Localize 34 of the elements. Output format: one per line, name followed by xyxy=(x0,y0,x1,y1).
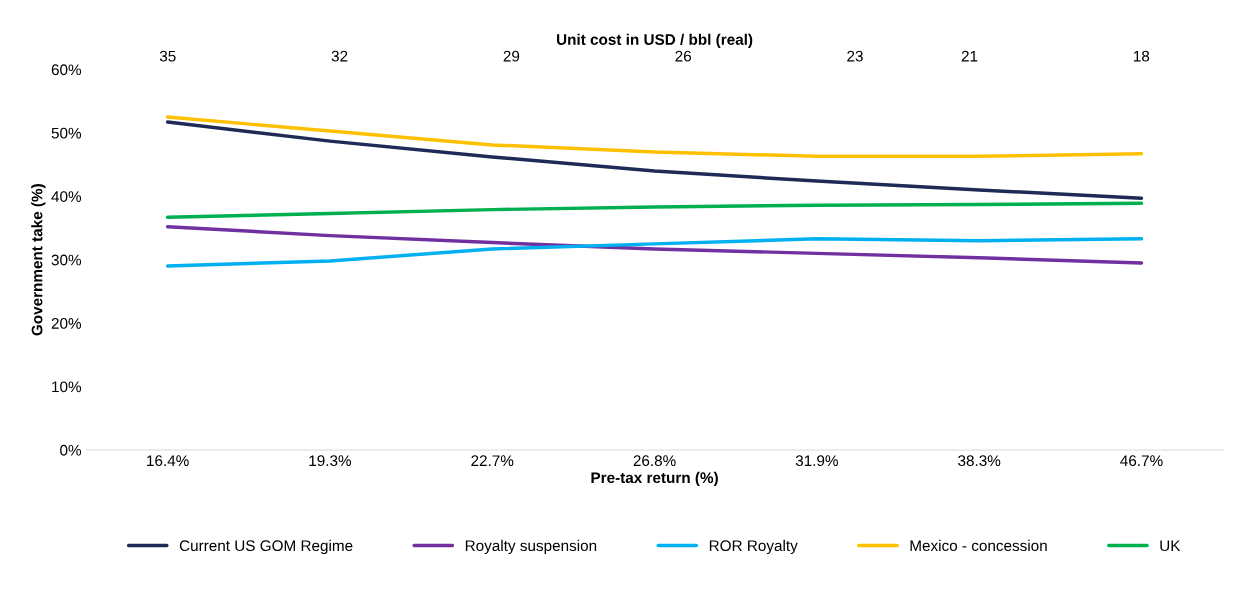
x2-tick-label: 29 xyxy=(503,50,520,62)
legend-label: Current US GOM Regime xyxy=(179,539,353,555)
x2-tick-label: 35 xyxy=(159,50,176,62)
legend-label: Royalty suspension xyxy=(465,539,597,555)
line-series xyxy=(165,115,1144,159)
y-tick-label: 10% xyxy=(52,381,82,393)
y-tick-label: 30% xyxy=(51,254,82,266)
x-tick-label: 22.7% xyxy=(471,455,514,466)
x-tick-label: 38.3% xyxy=(958,455,1001,467)
x-tick-label: 31.9% xyxy=(795,455,838,467)
x-tick-label: 19.3% xyxy=(309,455,352,467)
y-tick-label: 50% xyxy=(51,127,82,139)
x2-tick-label: 21 xyxy=(961,50,978,62)
line-series xyxy=(165,201,1144,219)
line-series xyxy=(165,225,1144,265)
legend-label: ROR Royalty xyxy=(709,539,798,555)
y-tick-label: 60% xyxy=(51,64,82,76)
x2-tick-label: 18 xyxy=(1134,50,1150,62)
y-tick-label: 40% xyxy=(51,191,82,202)
y-tick-label: 0% xyxy=(60,444,82,456)
y-tick-label: 20% xyxy=(51,318,82,329)
legend-label: Mexico - concession xyxy=(910,539,1047,552)
line-series xyxy=(165,237,1144,268)
x-tick-label: 46.7% xyxy=(1120,455,1163,467)
line-series xyxy=(165,120,1144,200)
legend-label: UK xyxy=(1160,540,1181,552)
x2-tick-label: 32 xyxy=(331,50,348,62)
x-tick-label: 16.4% xyxy=(147,455,189,467)
y-axis-title: Government take (%) xyxy=(31,184,46,336)
x-axis-title: Pre-tax return (%) xyxy=(591,471,718,487)
x2-tick-label: 23 xyxy=(847,50,863,62)
x2-tick-label: 26 xyxy=(675,50,692,62)
x2-axis-title: Unit cost in USD / bbl (real) xyxy=(557,33,753,48)
x-tick-label: 26.8% xyxy=(633,455,676,467)
